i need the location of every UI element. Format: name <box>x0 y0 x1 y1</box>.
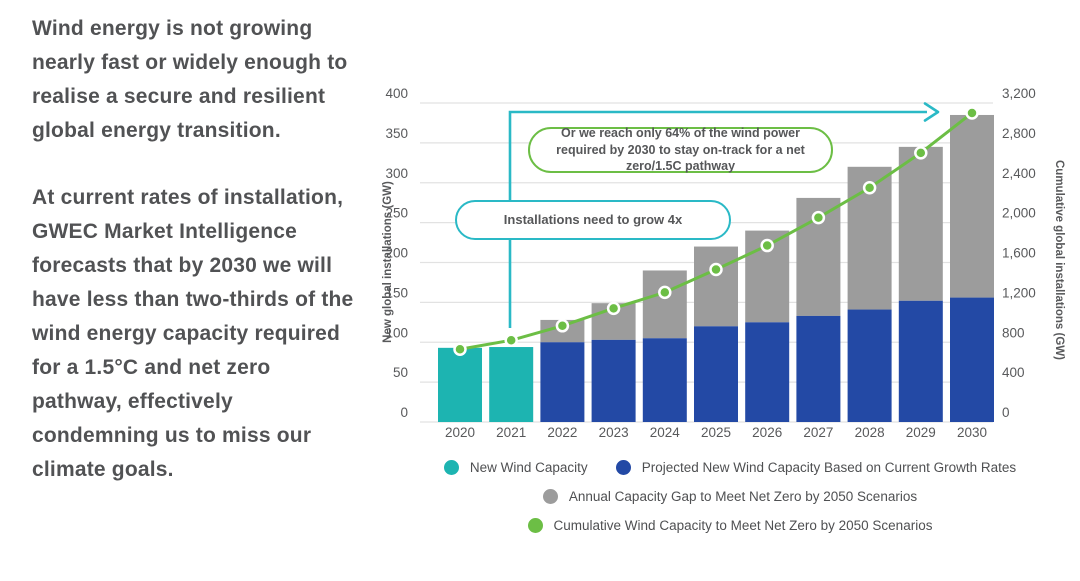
bar-projected-capacity-2025 <box>694 326 738 422</box>
legend-row-1: New Wind Capacity Projected New Wind Cap… <box>443 460 1017 475</box>
cumulative-point-2025 <box>709 262 723 277</box>
left-axis-tick: 350 <box>385 126 408 141</box>
cumulative-point-2023 <box>606 301 621 316</box>
cumulative-point-2020 <box>453 342 467 356</box>
left-axis-tick: 50 <box>393 365 408 380</box>
right-axis-tick: 2,000 <box>1002 206 1036 221</box>
x-axis-label-2025: 2025 <box>701 425 731 440</box>
left-axis-tick: 0 <box>400 405 408 420</box>
intro-paragraph-1: Wind energy is not growing nearly fast o… <box>32 17 348 142</box>
callout-grow-4x: Installations need to grow 4x <box>455 200 731 240</box>
green-dot-icon <box>527 518 543 533</box>
bar-projected-capacity-2023 <box>591 339 636 422</box>
teal-dot-icon <box>443 460 459 475</box>
cumulative-point-2028 <box>862 180 877 195</box>
left-axis-tick: 200 <box>385 246 408 261</box>
callout-64-percent: Or we reach only 64% of the wind power r… <box>528 125 833 174</box>
growth-arrow <box>508 110 927 328</box>
left-axis-tick: 150 <box>385 285 408 300</box>
legend-label-capacity-gap: Annual Capacity Gap to Meet Net Zero by … <box>568 489 918 504</box>
x-axis-label-2022: 2022 <box>547 425 577 440</box>
chart-canvas: 400 3,200 350 2,800 300 2,400 250 2,000 200 1,600… <box>382 86 1065 440</box>
x-axis-label-2027: 2027 <box>803 425 833 440</box>
x-axis-label-2029: 2029 <box>906 425 936 440</box>
bar-capacity-gap-2030 <box>950 114 994 298</box>
gray-dot-icon <box>542 489 558 504</box>
right-axis-tick: 3,200 <box>1002 86 1036 101</box>
bar-projected-capacity-2026 <box>745 322 790 422</box>
legend-row-2: Annual Capacity Gap to Meet Net Zero by … <box>542 489 918 504</box>
legend-item-capacity-gap: Annual Capacity Gap to Meet Net Zero by … <box>542 489 918 504</box>
cumulative-point-2029 <box>914 146 928 160</box>
blue-dot-icon <box>615 460 631 475</box>
x-axis-label-2020: 2020 <box>445 425 475 440</box>
bar-capacity-gap-2025 <box>694 246 738 327</box>
legend-row-3: Cumulative Wind Capacity to Meet Net Zer… <box>527 518 933 533</box>
bar-capacity-gap-2024 <box>642 270 687 339</box>
left-axis-tick: 100 <box>385 325 408 340</box>
cumulative-point-2021 <box>504 333 518 348</box>
callout-64-percent-text: Or we reach only 64% of the wind power r… <box>556 125 805 174</box>
legend-item-new-wind-capacity: New Wind Capacity <box>443 460 588 475</box>
bar-projected-capacity-2024 <box>642 338 687 422</box>
x-axis-label-2026: 2026 <box>752 425 782 440</box>
intro-paragraph-2: At current rates of installation, GWEC M… <box>32 186 354 481</box>
right-axis-tick: 0 <box>1002 405 1010 420</box>
legend-item-projected-capacity: Projected New Wind Capacity Based on Cur… <box>615 460 1017 475</box>
left-axis-tick: 250 <box>385 206 408 221</box>
x-axis-label-2030: 2030 <box>957 425 987 440</box>
legend-label-new-wind-capacity: New Wind Capacity <box>469 460 588 475</box>
right-axis-tick: 1,200 <box>1002 285 1036 300</box>
right-axis-tick: 1,600 <box>1002 246 1036 261</box>
cumulative-point-2030 <box>965 106 979 120</box>
x-axis-label-2021: 2021 <box>496 425 526 440</box>
bar-projected-capacity-2029 <box>898 300 943 422</box>
cumulative-point-2026 <box>760 238 774 253</box>
x-axis-label-2024: 2024 <box>650 425 681 440</box>
x-axis-label-2023: 2023 <box>599 425 629 440</box>
legend-label-cumulative-capacity: Cumulative Wind Capacity to Meet Net Zer… <box>553 518 933 533</box>
cumulative-point-2022 <box>555 319 570 333</box>
legend-item-cumulative-capacity: Cumulative Wind Capacity to Meet Net Zer… <box>527 518 933 533</box>
wind-capacity-chart: 400 3,200 350 2,800 300 2,400 250 2,000 200 1,600… <box>380 75 1080 581</box>
bar-projected-capacity-2028 <box>847 309 892 422</box>
intro-text-block: Wind energy is not growing nearly fast o… <box>32 12 364 487</box>
right-axis-title: Cumulative global installations (GW) <box>1053 160 1065 360</box>
growth-arrowhead-icon <box>923 102 940 122</box>
left-axis-title: New global installations (GW) <box>382 181 394 343</box>
bar-projected-capacity-2030 <box>950 297 994 422</box>
cumulative-point-2024 <box>658 285 672 300</box>
left-axis-tick: 300 <box>385 166 408 181</box>
x-axis-label-2028: 2028 <box>855 425 885 440</box>
left-axis-tick: 400 <box>385 86 408 101</box>
bar-projected-capacity-2027 <box>796 315 841 422</box>
callout-grow-4x-text: Installations need to grow 4x <box>503 212 683 228</box>
right-axis-tick: 400 <box>1002 365 1025 380</box>
cumulative-point-2027 <box>811 210 826 225</box>
bar-new-capacity-2021 <box>489 347 534 422</box>
right-axis-tick: 800 <box>1002 325 1025 340</box>
bar-capacity-gap-2029 <box>898 146 943 301</box>
legend-label-projected-capacity: Projected New Wind Capacity Based on Cur… <box>641 460 1017 475</box>
chart-legend: New Wind Capacity Projected New Wind Cap… <box>380 460 1080 533</box>
bar-projected-capacity-2022 <box>540 342 585 422</box>
right-axis-tick: 2,800 <box>1002 126 1036 141</box>
bar-new-capacity-2020 <box>438 347 482 422</box>
right-axis-tick: 2,400 <box>1002 166 1036 181</box>
